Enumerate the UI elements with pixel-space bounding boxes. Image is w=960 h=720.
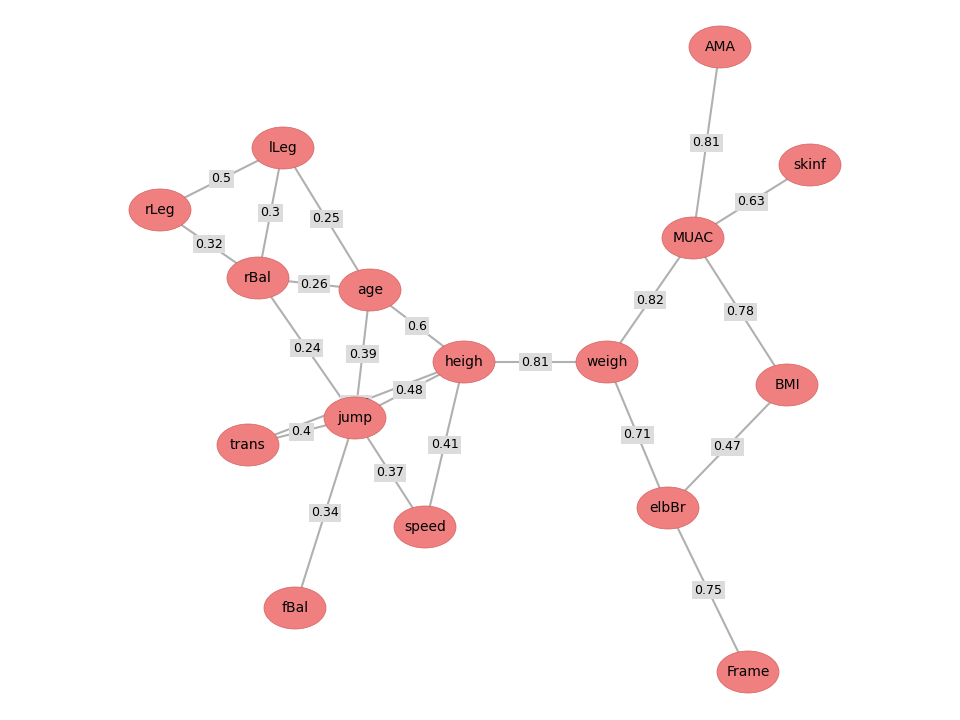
Text: 0.82: 0.82	[636, 294, 664, 307]
Ellipse shape	[217, 424, 279, 466]
Text: trans: trans	[230, 438, 266, 452]
Text: 0.78: 0.78	[726, 305, 754, 318]
Ellipse shape	[779, 144, 841, 186]
Ellipse shape	[129, 189, 191, 231]
Text: skinf: skinf	[794, 158, 827, 172]
Text: 0.81: 0.81	[521, 356, 549, 369]
Text: 0.71: 0.71	[624, 428, 652, 441]
Text: rLeg: rLeg	[145, 203, 176, 217]
Text: 0.75: 0.75	[694, 583, 722, 596]
Text: AMA: AMA	[705, 40, 735, 54]
Text: 0.34: 0.34	[311, 506, 339, 520]
Text: rBal: rBal	[244, 271, 272, 285]
Text: lLeg: lLeg	[269, 141, 298, 155]
Text: 0.81: 0.81	[692, 136, 720, 149]
Ellipse shape	[717, 651, 779, 693]
Text: 0.5: 0.5	[211, 173, 231, 186]
Text: BMI: BMI	[774, 378, 800, 392]
Ellipse shape	[662, 217, 724, 259]
Ellipse shape	[394, 506, 456, 548]
Text: 0.63: 0.63	[737, 195, 765, 208]
Text: fBal: fBal	[281, 601, 308, 615]
Text: 0.25: 0.25	[313, 212, 341, 225]
Text: age: age	[357, 283, 383, 297]
Text: 0.39: 0.39	[348, 348, 376, 361]
Text: jump: jump	[337, 411, 372, 425]
Text: 0.6: 0.6	[407, 320, 427, 333]
Ellipse shape	[324, 397, 386, 439]
Ellipse shape	[756, 364, 818, 406]
Ellipse shape	[689, 26, 751, 68]
Text: elbBr: elbBr	[650, 501, 686, 515]
Ellipse shape	[252, 127, 314, 169]
Text: Frame: Frame	[727, 665, 770, 679]
Ellipse shape	[339, 269, 401, 311]
Ellipse shape	[264, 587, 326, 629]
Text: 0.26: 0.26	[300, 277, 328, 290]
Text: speed: speed	[404, 520, 446, 534]
Ellipse shape	[227, 257, 289, 299]
Text: 0.47: 0.47	[713, 440, 741, 453]
Text: 0.24: 0.24	[293, 341, 321, 354]
Text: 0.48: 0.48	[396, 384, 423, 397]
Text: 0.36: 0.36	[342, 397, 370, 410]
Text: 0.41: 0.41	[431, 438, 458, 451]
Text: weigh: weigh	[587, 355, 628, 369]
Text: 0.37: 0.37	[376, 466, 404, 479]
Ellipse shape	[433, 341, 495, 383]
Text: 0.4: 0.4	[292, 425, 311, 438]
Text: MUAC: MUAC	[672, 231, 713, 245]
Text: 0.3: 0.3	[260, 207, 280, 220]
Ellipse shape	[637, 487, 699, 529]
Text: 0.32: 0.32	[195, 238, 223, 251]
Ellipse shape	[576, 341, 638, 383]
Text: heigh: heigh	[444, 355, 484, 369]
